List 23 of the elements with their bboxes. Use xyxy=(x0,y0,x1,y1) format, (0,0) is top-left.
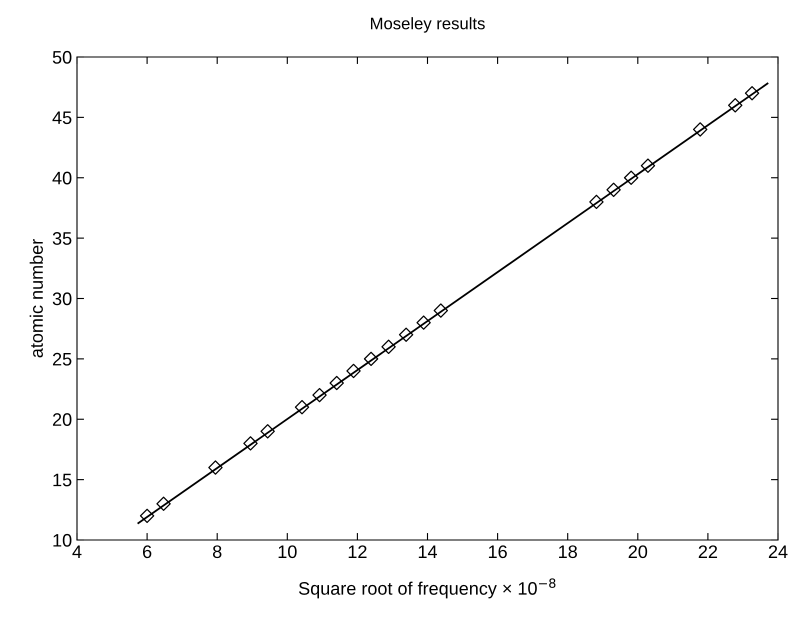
y-tick-label: 35 xyxy=(52,232,72,245)
x-tick-label: 12 xyxy=(348,545,367,558)
x-tick-label: 16 xyxy=(488,545,507,558)
x-tick-label: 24 xyxy=(768,545,788,558)
y-tick-label: 40 xyxy=(52,172,72,184)
chart-title: Moseley results xyxy=(370,17,485,33)
y-tick-label: 15 xyxy=(53,474,72,486)
x-tick-label: 4 xyxy=(72,546,82,558)
x-tick-label: 14 xyxy=(418,546,438,558)
y-axis-title: atomic number xyxy=(30,239,43,358)
x-tick-label: 8 xyxy=(212,545,222,558)
x-tick-label: 18 xyxy=(559,545,577,558)
x-tick-label: 22 xyxy=(698,545,718,558)
y-tick-label: 30 xyxy=(52,292,72,306)
x-tick-label: 20 xyxy=(628,545,648,558)
x-axis-title: Square root of frequency × 10$^{−8}$ xyxy=(298,578,556,598)
y-tick-label: 45 xyxy=(52,111,72,124)
y-tick-label: 10 xyxy=(53,534,72,547)
y-tick-label: 25 xyxy=(52,352,72,366)
x-tick-label: 6 xyxy=(142,545,152,558)
y-tick-label: 20 xyxy=(52,413,72,426)
y-tick-label: 50 xyxy=(52,50,72,64)
x-tick-label: 10 xyxy=(278,545,297,558)
